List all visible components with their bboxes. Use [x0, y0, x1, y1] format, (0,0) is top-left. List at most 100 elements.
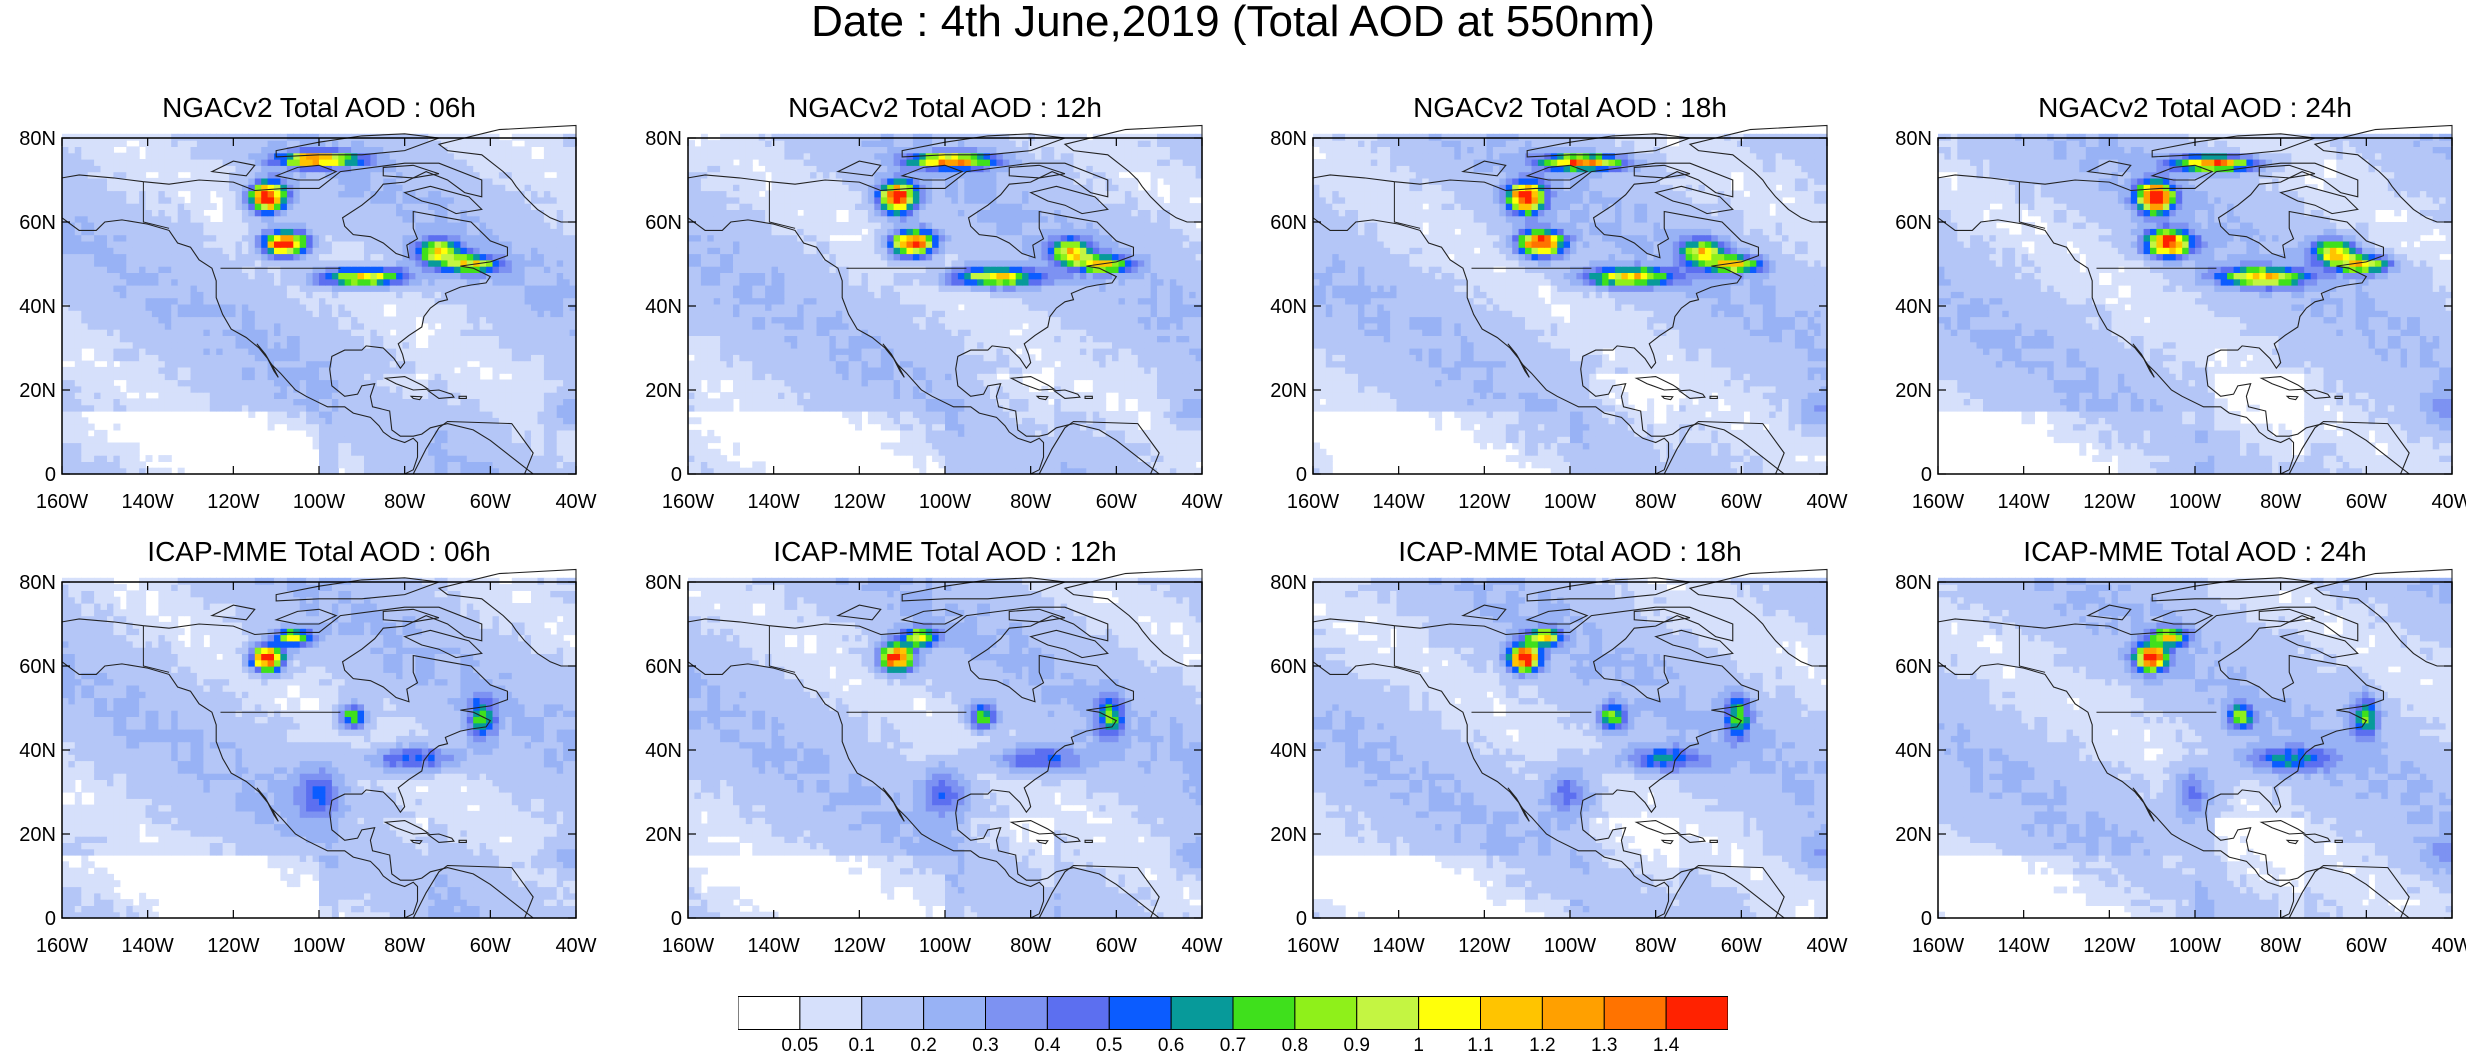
- lon-label: 140W: [1373, 491, 1425, 513]
- colorbar-swatch: [1047, 997, 1109, 1030]
- panel-title: NGACv2 Total AOD : 12h: [685, 92, 1205, 124]
- lat-label: 80N: [1895, 128, 1932, 150]
- colorbar-swatch: [800, 997, 862, 1030]
- lon-label: 60W: [1721, 935, 1762, 957]
- lon-label: 140W: [122, 491, 174, 513]
- lon-label: 40W: [2431, 935, 2466, 957]
- colorbar-swatches: [738, 996, 1728, 1030]
- lat-label: 60N: [645, 212, 682, 234]
- colorbar-swatch: [738, 997, 800, 1030]
- colorbar-swatch: [1542, 997, 1604, 1030]
- colorbar-tick-label: 0.8: [1282, 1036, 1308, 1056]
- colorbar-swatch: [1666, 997, 1728, 1030]
- lon-label: 80W: [2260, 935, 2301, 957]
- colorbar-tick-label: 1.1: [1467, 1036, 1493, 1056]
- lon-label: 160W: [662, 491, 714, 513]
- lat-label: 80N: [19, 572, 56, 594]
- lon-label: 140W: [122, 935, 174, 957]
- colorbar-tick-label: 1.4: [1653, 1036, 1679, 1056]
- lon-label: 60W: [2346, 935, 2387, 957]
- lat-label: 40N: [19, 740, 56, 762]
- lat-label: 20N: [645, 824, 682, 846]
- lon-label: 120W: [207, 491, 259, 513]
- lon-label: 160W: [662, 935, 714, 957]
- lat-label: 40N: [1895, 740, 1932, 762]
- lon-label: 60W: [1721, 491, 1762, 513]
- lat-label: 0: [45, 464, 56, 486]
- lat-label: 20N: [1895, 380, 1932, 402]
- panel-title: NGACv2 Total AOD : 18h: [1310, 92, 1830, 124]
- lat-label: 80N: [19, 128, 56, 150]
- lon-label: 140W: [1998, 935, 2050, 957]
- colorbar-tick-label: 0.2: [910, 1036, 936, 1056]
- lat-label: 60N: [1895, 656, 1932, 678]
- lat-label: 40N: [1270, 740, 1307, 762]
- panel-title: ICAP-MME Total AOD : 18h: [1310, 536, 1830, 568]
- colorbar-tick-label: 0.1: [849, 1036, 875, 1056]
- lat-label: 60N: [19, 656, 56, 678]
- panel-title: NGACv2 Total AOD : 24h: [1935, 92, 2455, 124]
- lat-label: 0: [1921, 908, 1932, 930]
- lon-label: 40W: [2431, 491, 2466, 513]
- lon-label: 80W: [1635, 491, 1676, 513]
- lon-label: 40W: [1181, 935, 1222, 957]
- lon-label: 160W: [36, 491, 88, 513]
- lon-label: 120W: [1458, 491, 1510, 513]
- colorbar-swatch: [1233, 997, 1295, 1030]
- lon-label: 40W: [1181, 491, 1222, 513]
- lat-label: 60N: [645, 656, 682, 678]
- lon-label: 40W: [555, 935, 596, 957]
- lat-label: 40N: [1270, 296, 1307, 318]
- lon-label: 160W: [36, 935, 88, 957]
- lon-label: 160W: [1912, 935, 1964, 957]
- lon-label: 80W: [1010, 491, 1051, 513]
- lat-label: 20N: [1895, 824, 1932, 846]
- colorbar-tick-label: 0.3: [972, 1036, 998, 1056]
- lon-label: 60W: [470, 491, 511, 513]
- colorbar-swatch: [1357, 997, 1419, 1030]
- lat-label: 60N: [1270, 656, 1307, 678]
- colorbar: [738, 996, 1728, 1030]
- lon-label: 120W: [2083, 935, 2135, 957]
- lat-label: 0: [1296, 908, 1307, 930]
- lon-label: 120W: [2083, 491, 2135, 513]
- colorbar-tick-label: 0.6: [1158, 1036, 1184, 1056]
- lon-label: 140W: [748, 491, 800, 513]
- panel-title: ICAP-MME Total AOD : 12h: [685, 536, 1205, 568]
- colorbar-swatch: [986, 997, 1048, 1030]
- colorbar-tick-label: 0.7: [1220, 1036, 1246, 1056]
- lon-label: 120W: [1458, 935, 1510, 957]
- lon-label: 40W: [555, 491, 596, 513]
- lon-label: 160W: [1912, 491, 1964, 513]
- lon-label: 100W: [2169, 491, 2221, 513]
- lon-label: 100W: [919, 935, 971, 957]
- lon-label: 80W: [2260, 491, 2301, 513]
- lat-label: 20N: [1270, 824, 1307, 846]
- lat-label: 40N: [19, 296, 56, 318]
- colorbar-tick-label: 0.9: [1344, 1036, 1370, 1056]
- lon-label: 100W: [919, 491, 971, 513]
- lat-label: 80N: [1270, 128, 1307, 150]
- lon-label: 80W: [1010, 935, 1051, 957]
- colorbar-tick-label: 0.4: [1034, 1036, 1060, 1056]
- colorbar-tick-label: 1.2: [1529, 1036, 1555, 1056]
- panel-title: ICAP-MME Total AOD : 06h: [59, 536, 579, 568]
- lon-label: 60W: [470, 935, 511, 957]
- lat-label: 80N: [1270, 572, 1307, 594]
- lon-label: 160W: [1287, 935, 1339, 957]
- lon-label: 140W: [1998, 491, 2050, 513]
- colorbar-swatch: [1604, 997, 1666, 1030]
- colorbar-swatch: [1419, 997, 1481, 1030]
- lat-label: 20N: [645, 380, 682, 402]
- panel-title: NGACv2 Total AOD : 06h: [59, 92, 579, 124]
- lat-label: 80N: [645, 572, 682, 594]
- colorbar-swatch: [1171, 997, 1233, 1030]
- lon-label: 100W: [293, 491, 345, 513]
- lat-label: 60N: [1895, 212, 1932, 234]
